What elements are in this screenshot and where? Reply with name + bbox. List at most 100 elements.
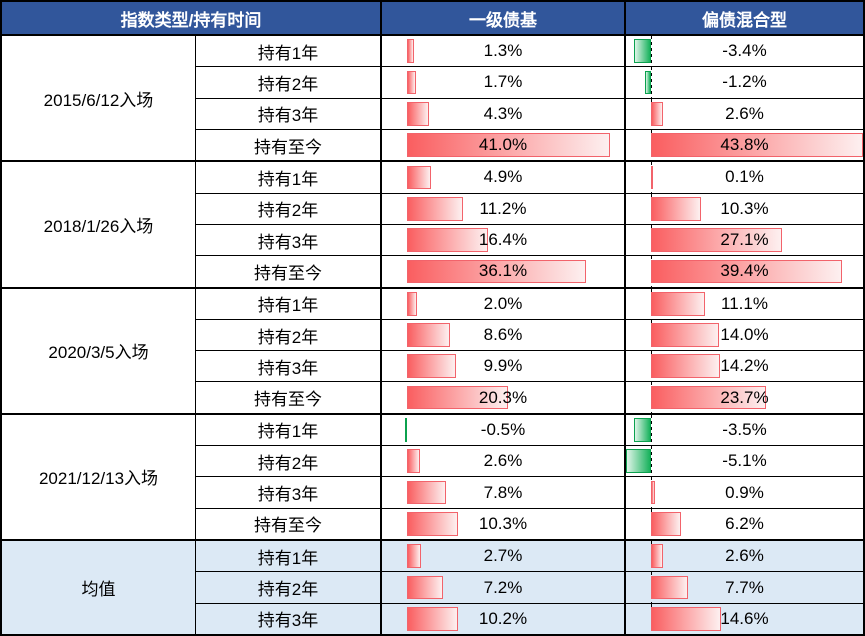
bond-value: 4.3% [483, 103, 523, 123]
hybrid-value: 14.6% [720, 608, 769, 628]
hybrid-value-cell: 0.9% [624, 477, 863, 508]
bond-value-cell: 2.6% [380, 446, 624, 477]
holding-period-label: 持有至今 [254, 137, 322, 157]
bond-value-cell: 41.0% [380, 129, 624, 161]
hybrid-value-cell: 23.7% [624, 382, 863, 413]
holding-period-label: 持有至今 [254, 263, 322, 283]
bond-value-cell: 11.2% [380, 193, 624, 224]
bond-value-cell: 20.3% [380, 382, 624, 413]
bond-data-bar [407, 385, 508, 410]
bond-value-cell: 4.3% [380, 98, 624, 129]
bond-value: 7.8% [483, 482, 523, 502]
bond-value: 36.1% [478, 261, 528, 281]
hybrid-value-cell: 14.0% [624, 319, 863, 351]
bond-value: 7.2% [483, 577, 523, 597]
entry-group: 2015/6/12入场 持有1年 1.3% -3.4% 持有2年 1.7% -1.2% 持有3… [2, 36, 863, 163]
hybrid-value-cell: 27.1% [624, 224, 863, 256]
bond-value-cell: 9.9% [380, 351, 624, 382]
hybrid-value: 27.1% [720, 230, 769, 250]
bond-value-cell: 2.0% [380, 288, 624, 319]
hybrid-value: 23.7% [720, 387, 769, 407]
bond-data-bar [407, 449, 421, 474]
bond-data-bar [407, 354, 457, 379]
bond-data-bar [407, 575, 443, 600]
holding-period-label: 持有3年 [257, 358, 319, 378]
table-row: 持有1年 1.3% -3.4% [196, 36, 863, 68]
table-row: 持有至今 20.3% 23.7% [196, 382, 863, 413]
hybrid-data-bar [650, 165, 653, 190]
hybrid-data-bar [633, 418, 651, 442]
hybrid-value-cell: -3.4% [624, 36, 863, 67]
hybrid-data-bar [650, 575, 689, 600]
hybrid-value-cell: 0.1% [624, 162, 863, 193]
entry-date-label: 2015/6/12入场 [2, 36, 196, 161]
bond-data-bar [407, 39, 414, 63]
bond-value-cell: 4.9% [380, 162, 624, 193]
holding-period-label: 持有1年 [257, 548, 319, 568]
hybrid-data-bar [650, 196, 701, 221]
hybrid-data-bar [650, 544, 664, 569]
table-row: 持有至今 41.0% 43.8% [196, 129, 863, 161]
bond-value-cell: 8.6% [380, 319, 624, 351]
holding-period-label: 持有3年 [257, 611, 319, 631]
hybrid-value-cell: 39.4% [624, 256, 863, 287]
bond-data-bar [407, 196, 463, 221]
table-body: 2015/6/12入场 持有1年 1.3% -3.4% 持有2年 1.7% -1.2% 持有3… [2, 36, 863, 635]
table-row: 持有2年 7.2% 7.7% [196, 572, 863, 604]
table-row: 持有2年 11.2% 10.3% [196, 193, 863, 225]
holding-period-label: 持有3年 [257, 232, 319, 252]
hybrid-value: 0.9% [725, 482, 764, 502]
hybrid-value: 7.7% [725, 577, 764, 597]
bond-value: 4.9% [483, 167, 523, 187]
hybrid-value-cell: 6.2% [624, 508, 863, 540]
bond-value-cell: 2.7% [380, 541, 624, 572]
hybrid-data-bar [650, 291, 705, 316]
bond-data-bar [407, 323, 450, 347]
hybrid-value-cell: 2.6% [624, 98, 863, 129]
table-row: 持有2年 1.7% -1.2% [196, 67, 863, 99]
hybrid-data-bar [626, 449, 651, 474]
holding-period-label: 持有1年 [257, 422, 319, 442]
group-rows: 持有1年 2.7% 2.6% 持有2年 7.2% 7.7% 持有3年 10.2% 14.6% [196, 541, 863, 634]
table-row: 持有3年 10.2% 14.6% [196, 603, 863, 634]
table-row: 持有1年 4.9% 0.1% [196, 162, 863, 194]
zero-baseline [650, 446, 652, 477]
bond-value: -0.5% [480, 419, 526, 439]
bond-value: 2.7% [483, 546, 523, 566]
zero-baseline [650, 67, 652, 98]
hybrid-value-cell: 7.7% [624, 572, 863, 603]
hybrid-data-bar [650, 385, 766, 410]
hybrid-value-cell: 43.8% [624, 129, 863, 161]
hybrid-data-bar [650, 480, 656, 505]
bond-data-bar [407, 259, 586, 284]
holding-period-label: 持有3年 [257, 485, 319, 505]
hybrid-value: -1.2% [722, 72, 767, 92]
zero-baseline [650, 36, 652, 67]
table-row: 持有至今 10.3% 6.2% [196, 508, 863, 540]
table-row: 持有2年 2.6% -5.1% [196, 446, 863, 478]
table-row: 持有1年 2.7% 2.6% [196, 541, 863, 573]
holding-period-label: 持有1年 [257, 43, 319, 63]
bond-value-cell: 7.2% [380, 572, 624, 603]
bond-data-bar [407, 133, 611, 157]
bond-value-cell: -0.5% [380, 414, 624, 446]
hybrid-value: 0.1% [725, 167, 764, 187]
bond-value: 1.3% [483, 41, 523, 61]
bond-value: 20.3% [478, 387, 528, 407]
group-rows: 持有1年 1.3% -3.4% 持有2年 1.7% -1.2% 持有3年 4.3% 2.6% 持有… [196, 36, 863, 161]
bond-data-bar [407, 291, 418, 316]
hybrid-value: -3.5% [722, 419, 767, 439]
bond-data-bar [407, 101, 429, 126]
bond-data-bar [404, 418, 408, 442]
hybrid-value-cell: -3.5% [624, 414, 863, 446]
hybrid-value-cell: -5.1% [624, 446, 863, 477]
bond-value: 16.4% [478, 230, 528, 250]
hybrid-value-cell: 11.1% [624, 288, 863, 319]
bond-value-cell: 7.8% [380, 477, 624, 508]
holding-period-label: 持有2年 [257, 201, 319, 221]
table-row: 持有3年 4.3% 2.6% [196, 98, 863, 130]
hybrid-value: 14.0% [720, 325, 769, 344]
header-bond-fund: 一级债基 [380, 2, 624, 34]
bond-value: 11.2% [479, 198, 527, 218]
bond-data-bar [407, 607, 458, 631]
